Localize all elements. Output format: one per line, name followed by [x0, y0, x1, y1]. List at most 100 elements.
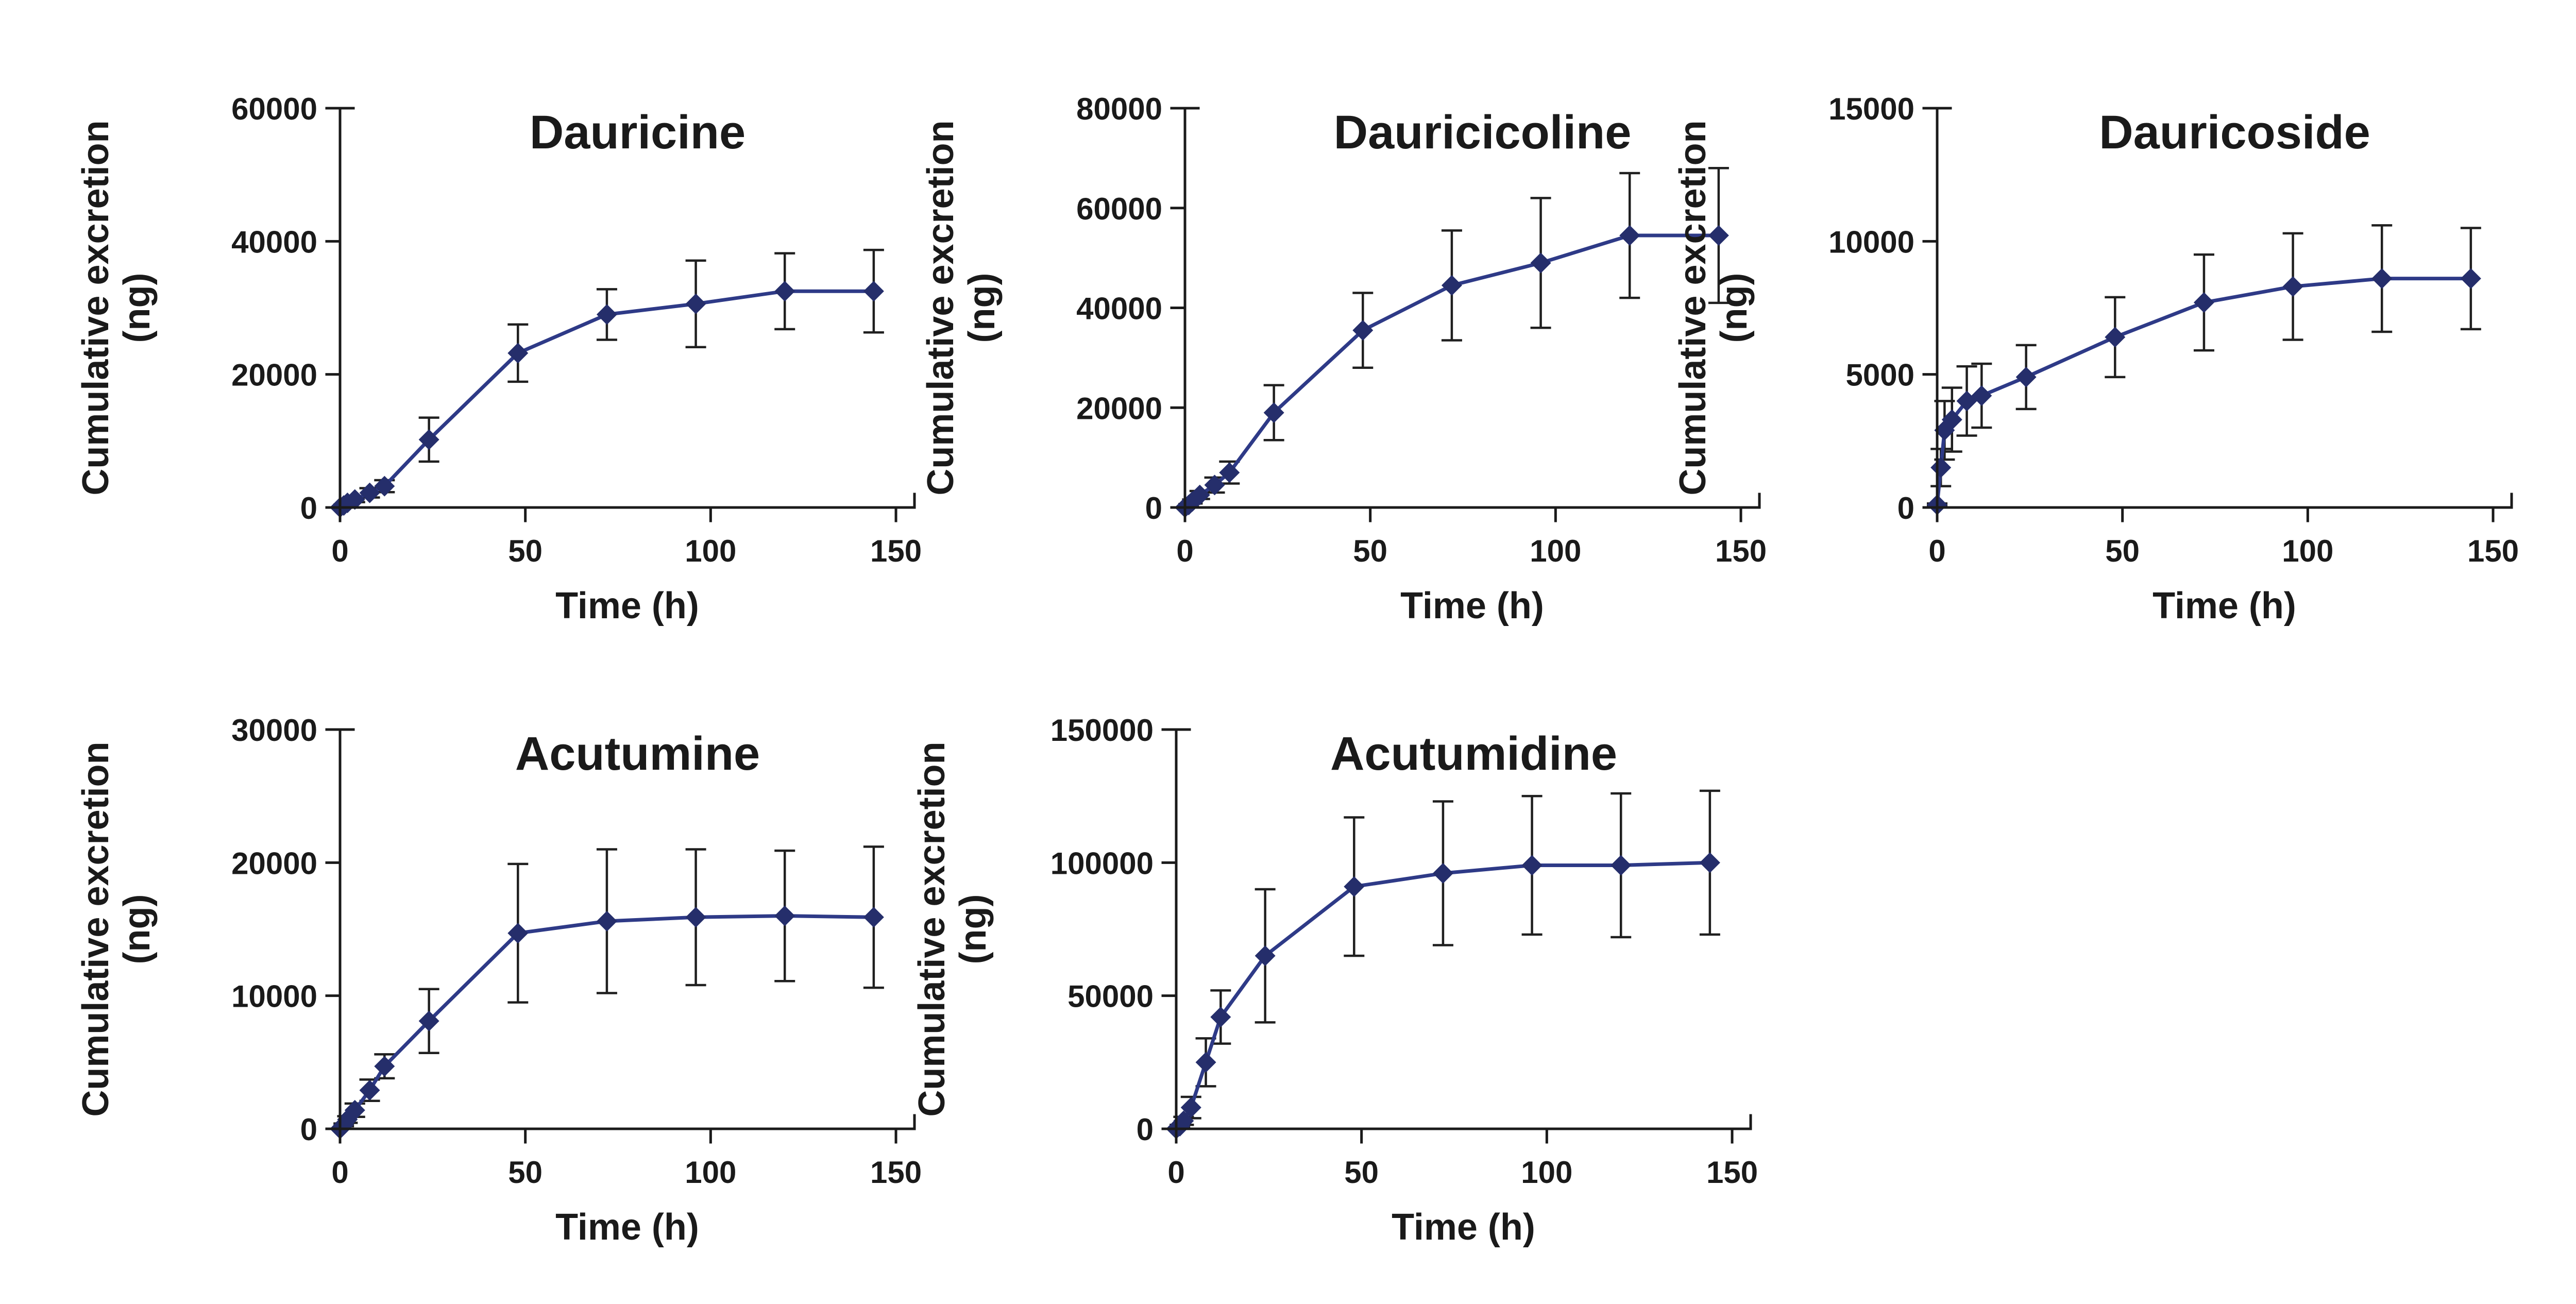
y-tick-label: 80000	[1076, 92, 1162, 126]
data-point-marker	[359, 1080, 380, 1101]
chart-dauricine-svg: 0 20000 40000 60000 0 50 100 150 Dauricine Time (…	[75, 92, 922, 626]
data-point-marker	[685, 293, 706, 314]
data-points	[330, 905, 884, 1139]
y-tick-label: 40000	[231, 225, 317, 259]
data-point-marker	[1619, 225, 1640, 246]
axes	[325, 107, 916, 522]
data-point-marker	[344, 1099, 365, 1121]
chart-dauricoside: 0 5000 10000 15000 0 50 100 150 Dauricoside Time …	[1607, 10, 2535, 644]
data-point-marker	[1210, 1007, 1231, 1027]
axes	[325, 728, 916, 1144]
data-point-marker	[596, 911, 617, 932]
x-axis-label: Time (h)	[555, 1207, 699, 1248]
x-axis-label: Time (h)	[2153, 585, 2296, 626]
data-point-marker	[596, 304, 617, 325]
data-points	[1166, 852, 1720, 1139]
x-tick-label: 0	[1176, 534, 1193, 568]
tick-labels: 0 20000 40000 60000 80000 0 50 100 150	[1076, 92, 1767, 568]
chart-title: Acutumidine	[1330, 727, 1617, 780]
x-tick-label: 100	[2282, 534, 2333, 568]
y-tick-label: 30000	[231, 713, 317, 748]
data-point-marker	[344, 489, 365, 510]
data-point-marker	[1180, 1097, 1201, 1118]
y-tick-label: 20000	[1076, 391, 1162, 426]
data-point-marker	[1521, 855, 1543, 876]
tick-labels: 0 5000 10000 15000 0 50 100 150	[1828, 92, 2519, 568]
data-point-marker	[1204, 475, 1225, 496]
chart-dauricicoline: 0 20000 40000 60000 80000 0 50 100 150 Dauricicol…	[855, 10, 1783, 644]
data-point-marker	[2371, 268, 2393, 289]
y-tick-label: 5000	[1846, 358, 1914, 393]
y-tick-label: 0	[300, 1112, 317, 1147]
data-point-marker	[1441, 275, 1462, 296]
data-point-marker	[1432, 863, 1453, 884]
y-axis-label: Cumulative excretion(ng)	[911, 741, 994, 1116]
x-tick-label: 50	[1353, 534, 1387, 568]
chart-dauricoside-svg: 0 5000 10000 15000 0 50 100 150 Dauricoside Time …	[1672, 92, 2519, 626]
y-tick-label: 50000	[1067, 979, 1154, 1014]
y-tick-label: 60000	[231, 92, 317, 126]
x-tick-label: 150	[1715, 534, 1767, 568]
y-tick-label: 0	[1897, 491, 1914, 526]
x-tick-label: 100	[1530, 534, 1581, 568]
x-tick-label: 150	[2467, 534, 2519, 568]
data-point-marker	[359, 482, 380, 503]
data-point-marker	[1173, 1110, 1194, 1131]
axes	[1161, 728, 1752, 1144]
chart-title: Dauricoside	[2099, 106, 2370, 159]
x-tick-label: 50	[2105, 534, 2140, 568]
data-point-marker	[774, 905, 795, 926]
tick-labels: 0 10000 20000 30000 0 50 100 150	[231, 713, 922, 1190]
data-point-marker	[1195, 1052, 1216, 1073]
error-bars	[333, 845, 884, 1128]
data-point-marker	[507, 343, 529, 364]
x-axis-label: Time (h)	[555, 585, 699, 626]
tick-labels: 0 20000 40000 60000 0 50 100 150	[231, 92, 922, 568]
y-axis-label: Cumulative excretion(ng)	[75, 741, 158, 1116]
data-point-marker	[1971, 385, 1992, 406]
data-point-marker	[1699, 852, 1720, 873]
data-point-marker	[1352, 320, 1374, 341]
y-tick-label: 10000	[231, 979, 317, 1014]
axes	[1922, 107, 2513, 522]
x-tick-label: 100	[1521, 1155, 1572, 1190]
data-point-marker	[2460, 268, 2481, 289]
y-tick-label: 0	[1145, 491, 1162, 526]
data-point-marker	[1344, 876, 1365, 897]
data-point-marker	[2282, 276, 2303, 297]
data-point-marker	[1941, 409, 1962, 430]
y-tick-label: 20000	[231, 358, 317, 393]
x-tick-label: 100	[685, 534, 736, 568]
x-tick-label: 100	[685, 1155, 736, 1190]
x-tick-label: 0	[1928, 534, 1945, 568]
error-bars	[1927, 224, 2481, 507]
y-tick-label: 10000	[1828, 225, 1914, 259]
y-tick-label: 40000	[1076, 292, 1162, 326]
x-tick-label: 0	[1167, 1155, 1184, 1190]
x-tick-label: 0	[331, 534, 348, 568]
data-point-marker	[374, 476, 395, 497]
y-axis-label: Cumulative excretion(ng)	[920, 120, 1003, 495]
y-tick-label: 20000	[231, 846, 317, 880]
data-point-marker	[1255, 945, 1276, 967]
error-bars	[1170, 789, 1720, 1129]
x-tick-label: 150	[870, 1155, 922, 1190]
tick-labels: 0 50000 100000 150000 0 50 100 150	[1050, 713, 1758, 1190]
data-points	[1927, 268, 2481, 515]
data-point-marker	[1930, 457, 1952, 478]
chart-acutumine-svg: 0 10000 20000 30000 0 50 100 150 Acutumine Time (…	[75, 713, 922, 1248]
data-point-marker	[774, 281, 795, 302]
y-tick-label: 100000	[1050, 846, 1154, 880]
axes	[1170, 107, 1761, 522]
chart-dauricine: 0 20000 40000 60000 0 50 100 150 Dauricine Time (…	[10, 10, 938, 644]
y-axis-label: Cumulative excretion(ng)	[1672, 120, 1755, 495]
data-point-marker	[685, 907, 706, 928]
data-point-marker	[1530, 252, 1551, 274]
data-point-marker	[418, 429, 439, 450]
y-tick-label: 150000	[1050, 713, 1154, 748]
x-tick-label: 150	[1706, 1155, 1758, 1190]
data-point-marker	[1611, 855, 1632, 876]
x-tick-label: 50	[508, 1155, 543, 1190]
data-point-marker	[2105, 327, 2126, 348]
